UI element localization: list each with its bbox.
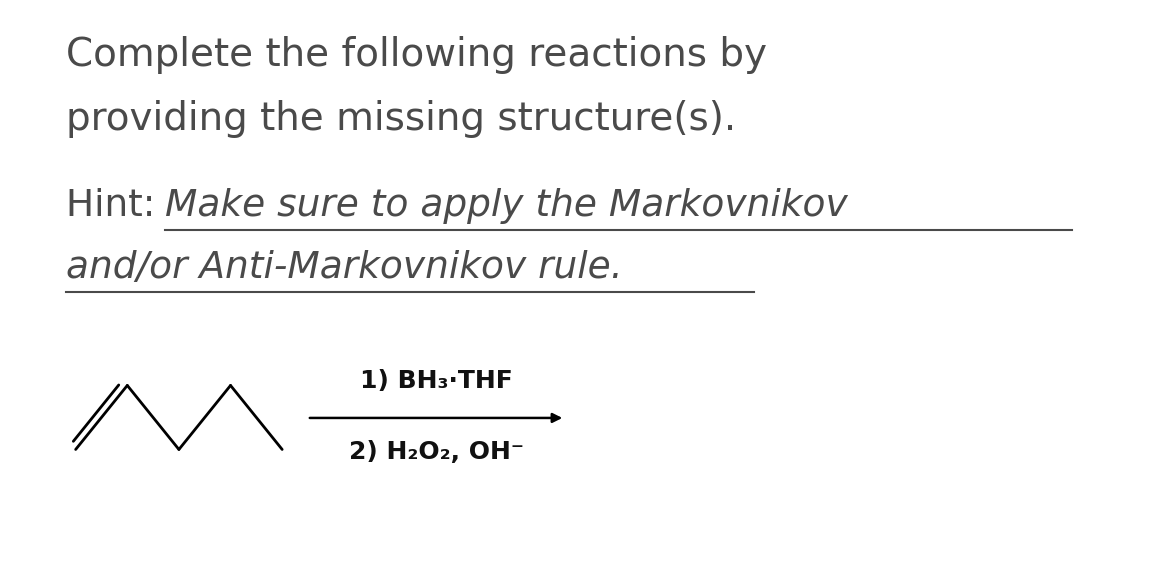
Text: Make sure to apply the Markovnikov: Make sure to apply the Markovnikov	[165, 188, 848, 224]
Text: providing the missing structure(s).: providing the missing structure(s).	[65, 99, 736, 138]
Text: and/or Anti-Markovnikov rule.: and/or Anti-Markovnikov rule.	[65, 251, 622, 287]
Text: Complete the following reactions by: Complete the following reactions by	[65, 36, 767, 74]
Text: Hint:: Hint:	[65, 188, 167, 224]
Text: 2) H₂O₂, OH⁻: 2) H₂O₂, OH⁻	[348, 439, 524, 464]
Text: 1) BH₃·THF: 1) BH₃·THF	[360, 369, 512, 393]
